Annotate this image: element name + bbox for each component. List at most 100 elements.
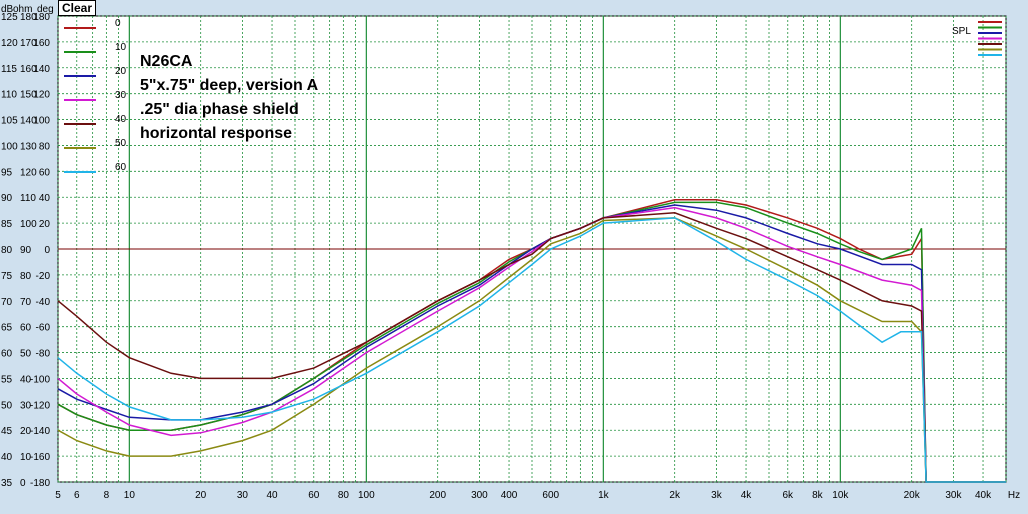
y-tick-ohm: 160	[20, 64, 37, 75]
x-tick-label: 2k	[669, 490, 681, 501]
y-tick-deg: 100	[33, 116, 50, 127]
legend-label-60: 60	[115, 162, 127, 173]
annotation-line: 5"x.75" deep, version A	[140, 77, 319, 94]
x-tick-label: 80	[338, 490, 350, 501]
y-tick-ohm: 70	[20, 297, 32, 308]
series-line-30	[57, 206, 1006, 483]
x-tick-label: 5	[55, 490, 61, 501]
y-tick-db: 75	[1, 271, 13, 282]
annotation-line: N26CA	[140, 53, 193, 70]
annotation-line: .25" dia phase shield	[140, 101, 299, 118]
annotation-line: horizontal response	[140, 125, 292, 142]
y-tick-ohm: 90	[20, 245, 32, 256]
y-tick-db: 85	[1, 219, 13, 230]
legend-label-10: 10	[115, 42, 127, 53]
y-tick-deg: 160	[33, 38, 50, 49]
x-tick-label: 8	[104, 490, 110, 501]
y-tick-deg: -40	[36, 297, 51, 308]
x-tick-label: 600	[542, 490, 559, 501]
y-tick-deg: 140	[33, 64, 50, 75]
y-tick-db: 40	[1, 452, 13, 463]
y-header-ohm: ohm	[13, 4, 32, 15]
y-tick-db: 55	[1, 374, 13, 385]
y-tick-ohm: 30	[20, 400, 32, 411]
y-tick-ohm: 10	[20, 452, 32, 463]
spl-label: SPL	[952, 26, 971, 37]
y-tick-deg: 60	[39, 167, 51, 178]
x-tick-label: 20k	[904, 490, 921, 501]
series-line-50	[57, 217, 1006, 483]
legend-label-40: 40	[115, 114, 127, 125]
y-tick-ohm: 150	[20, 90, 37, 101]
y-header-deg: deg	[37, 4, 54, 15]
x-tick-label: 8k	[812, 490, 824, 501]
y-tick-ohm: 110	[20, 193, 36, 204]
x-tick-label: 6k	[782, 490, 794, 501]
x-tick-label: Hz	[1008, 490, 1020, 501]
y-tick-db: 115	[1, 64, 17, 75]
x-tick-label: 6	[74, 490, 80, 501]
y-tick-ohm: 80	[20, 271, 32, 282]
y-tick-deg: -80	[36, 349, 51, 360]
x-tick-label: 200	[429, 490, 446, 501]
y-tick-ohm: 140	[20, 116, 37, 127]
y-header-db: dB	[1, 4, 14, 15]
y-tick-ohm: 130	[20, 141, 37, 152]
y-tick-db: 60	[1, 349, 13, 360]
y-tick-deg: 80	[39, 141, 51, 152]
y-tick-deg: -180	[30, 478, 50, 489]
y-tick-deg: -140	[30, 426, 50, 437]
y-tick-deg: -60	[36, 323, 51, 334]
y-tick-ohm: 180	[20, 12, 37, 23]
x-tick-label: 400	[501, 490, 518, 501]
y-tick-db: 35	[1, 478, 13, 489]
y-tick-deg: -160	[30, 452, 50, 463]
x-tick-label: 20	[195, 490, 207, 501]
x-tick-label: 100	[358, 490, 375, 501]
y-tick-db: 95	[1, 167, 13, 178]
y-tick-db: 100	[1, 141, 18, 152]
y-tick-ohm: 170	[20, 38, 37, 49]
y-tick-db: 70	[1, 297, 13, 308]
y-tick-ohm: 100	[20, 219, 37, 230]
y-tick-db: 110	[1, 90, 17, 101]
y-tick-ohm: 50	[20, 349, 32, 360]
x-tick-label: 10	[124, 490, 136, 501]
x-tick-label: 30k	[945, 490, 962, 501]
y-tick-ohm: 0	[20, 478, 26, 489]
x-tick-label: 10k	[832, 490, 849, 501]
x-tick-label: 4k	[741, 490, 753, 501]
x-tick-label: 40	[266, 490, 278, 501]
y-tick-db: 125	[1, 12, 18, 23]
legend-label-20: 20	[115, 66, 127, 77]
y-tick-db: 65	[1, 323, 13, 334]
y-tick-db: 45	[1, 426, 13, 437]
clear-button[interactable]: Clear	[58, 0, 96, 16]
y-tick-deg: 20	[39, 219, 51, 230]
legend-label-30: 30	[115, 90, 127, 101]
y-tick-deg: 0	[44, 245, 50, 256]
x-tick-label: 300	[471, 490, 488, 501]
series-line-60	[57, 217, 1006, 483]
y-tick-db: 50	[1, 400, 13, 411]
y-tick-deg: 40	[39, 193, 51, 204]
x-tick-label: 1k	[598, 490, 610, 501]
y-tick-deg: -20	[36, 271, 51, 282]
y-tick-ohm: 20	[20, 426, 32, 437]
y-tick-db: 105	[1, 116, 18, 127]
y-tick-ohm: 60	[20, 323, 32, 334]
y-tick-deg: -100	[30, 374, 50, 385]
y-tick-db: 80	[1, 245, 13, 256]
x-tick-label: 60	[308, 490, 320, 501]
x-tick-label: 3k	[711, 490, 723, 501]
legend-label-50: 50	[115, 138, 127, 149]
x-tick-label: 40k	[975, 490, 992, 501]
y-tick-db: 90	[1, 193, 13, 204]
y-tick-ohm: 40	[20, 374, 32, 385]
y-tick-deg: -120	[30, 400, 50, 411]
y-tick-db: 120	[1, 38, 18, 49]
y-tick-deg: 120	[33, 90, 50, 101]
legend-label-0: 0	[115, 18, 121, 29]
